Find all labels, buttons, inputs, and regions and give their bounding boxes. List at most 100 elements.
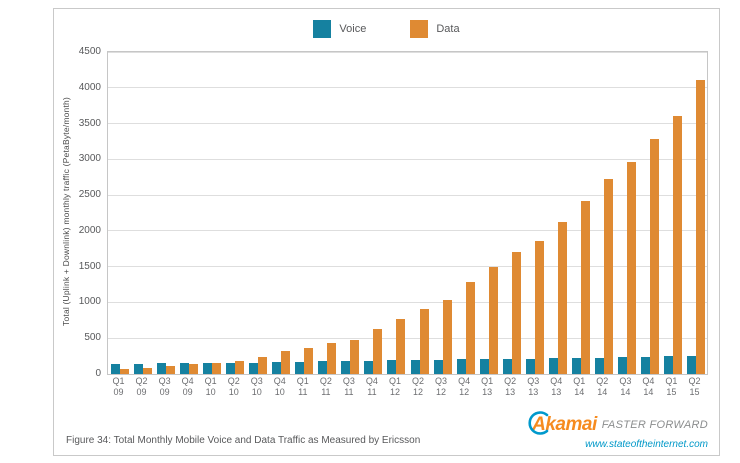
data-bar: [304, 348, 314, 374]
data-bar: [327, 343, 337, 374]
x-tick-label: Q4 11: [365, 376, 378, 397]
y-axis-title: Total (Uplink + Downlink) monthly traffi…: [61, 97, 71, 327]
data-bar: [350, 340, 360, 374]
x-tick-label: Q2 10: [227, 376, 240, 397]
legend-swatch: [410, 20, 429, 38]
akamai-logo: Akamai: [528, 411, 597, 436]
y-tick-label: 500: [84, 332, 101, 344]
data-bar: [488, 267, 498, 374]
akamai-swoosh-icon: [528, 411, 549, 435]
x-tick-label: Q3 13: [527, 376, 540, 397]
data-bar: [465, 282, 475, 374]
voice-bar: [548, 358, 558, 374]
voice-bar: [410, 360, 420, 374]
y-tick-label: 3500: [78, 117, 101, 129]
voice-bar: [134, 364, 144, 374]
data-bar: [166, 366, 176, 374]
x-tick-label: Q3 14: [619, 376, 632, 397]
voice-bar: [479, 359, 489, 374]
y-tick-label: 1500: [78, 260, 101, 272]
x-tick-label: Q3 10: [250, 376, 263, 397]
legend-label: Voice: [339, 23, 367, 35]
data-bar: [649, 139, 659, 374]
chart-legend: Voice Data: [54, 13, 719, 45]
legend-item-voice: Voice: [313, 20, 366, 38]
voice-bar: [272, 362, 282, 374]
data-bar: [235, 361, 245, 374]
data-bar: [695, 80, 705, 374]
plot-area: [107, 51, 708, 375]
x-tick-label: Q2 11: [319, 376, 332, 397]
data-bar: [281, 351, 291, 374]
brand-tagline: FASTER FORWARD: [601, 419, 708, 431]
voice-bar: [180, 363, 190, 374]
voice-bar: [686, 356, 696, 374]
x-tick-label: Q1 10: [204, 376, 217, 397]
data-bar: [603, 179, 613, 374]
voice-bar: [525, 359, 535, 374]
legend-swatch: [313, 20, 332, 38]
x-tick-label: Q3 09: [158, 376, 171, 397]
x-tick-label: Q2 09: [135, 376, 148, 397]
gridline: [108, 123, 707, 125]
brand-name-text: Akamai: [532, 414, 597, 435]
data-bar: [258, 357, 268, 374]
y-tick-label: 4000: [78, 81, 101, 93]
y-tick-label: 2000: [78, 224, 101, 236]
voice-bar: [502, 359, 512, 374]
x-tick-label: Q4 14: [642, 376, 655, 397]
x-tick-label: Q4 12: [458, 376, 471, 397]
voice-bar: [318, 361, 328, 374]
gridline: [108, 52, 707, 53]
voice-bar: [456, 359, 466, 374]
brand-url[interactable]: www.stateoftheinternet.com: [585, 439, 708, 450]
x-tick-label: Q1 11: [296, 376, 309, 397]
gridline: [108, 301, 707, 303]
gridline: [108, 194, 707, 196]
data-bar: [672, 116, 682, 374]
gridline: [108, 266, 707, 268]
figure-card: Voice Data Total (Uplink + Downlink) mont…: [53, 8, 720, 456]
y-tick-label: 0: [95, 368, 101, 379]
voice-bar: [663, 356, 673, 374]
voice-bar: [617, 357, 627, 374]
voice-bar: [364, 361, 374, 374]
x-tick-label: Q2 13: [504, 376, 517, 397]
data-bar: [580, 201, 590, 374]
x-tick-label: Q4 13: [550, 376, 563, 397]
data-bar: [396, 319, 406, 374]
legend-label: Data: [436, 23, 460, 35]
x-tick-label: Q1 09: [112, 376, 125, 397]
data-bar: [534, 241, 544, 374]
data-bar: [120, 369, 130, 374]
x-tick-label: Q2 15: [688, 376, 701, 397]
y-tick-label: 3000: [78, 153, 101, 165]
voice-bar: [571, 358, 581, 374]
x-tick-label: Q2 14: [596, 376, 609, 397]
voice-bar: [111, 364, 121, 374]
x-tick-label: Q1 15: [665, 376, 678, 397]
data-bar: [373, 329, 383, 374]
gridline: [108, 87, 707, 89]
voice-bar: [249, 363, 259, 374]
y-tick-label: 2500: [78, 189, 101, 201]
data-bar: [189, 364, 199, 374]
data-bar: [442, 300, 452, 374]
voice-bar: [387, 360, 397, 374]
data-bar: [626, 162, 636, 374]
gridline: [108, 230, 707, 232]
y-tick-label: 4500: [78, 46, 101, 57]
x-tick-label: Q2 12: [412, 376, 425, 397]
x-tick-label: Q1 12: [388, 376, 401, 397]
x-tick-label: Q1 14: [573, 376, 586, 397]
x-tick-label: Q3 12: [435, 376, 448, 397]
legend-item-data: Data: [410, 20, 460, 38]
gridline: [108, 158, 707, 160]
data-bar: [212, 363, 222, 374]
data-bar: [143, 368, 153, 374]
x-tick-label: Q3 11: [342, 376, 355, 397]
x-tick-label: Q4 09: [181, 376, 194, 397]
figure-caption: Figure 34: Total Monthly Mobile Voice an…: [66, 435, 421, 446]
voice-bar: [594, 358, 604, 374]
voice-bar: [640, 357, 650, 374]
